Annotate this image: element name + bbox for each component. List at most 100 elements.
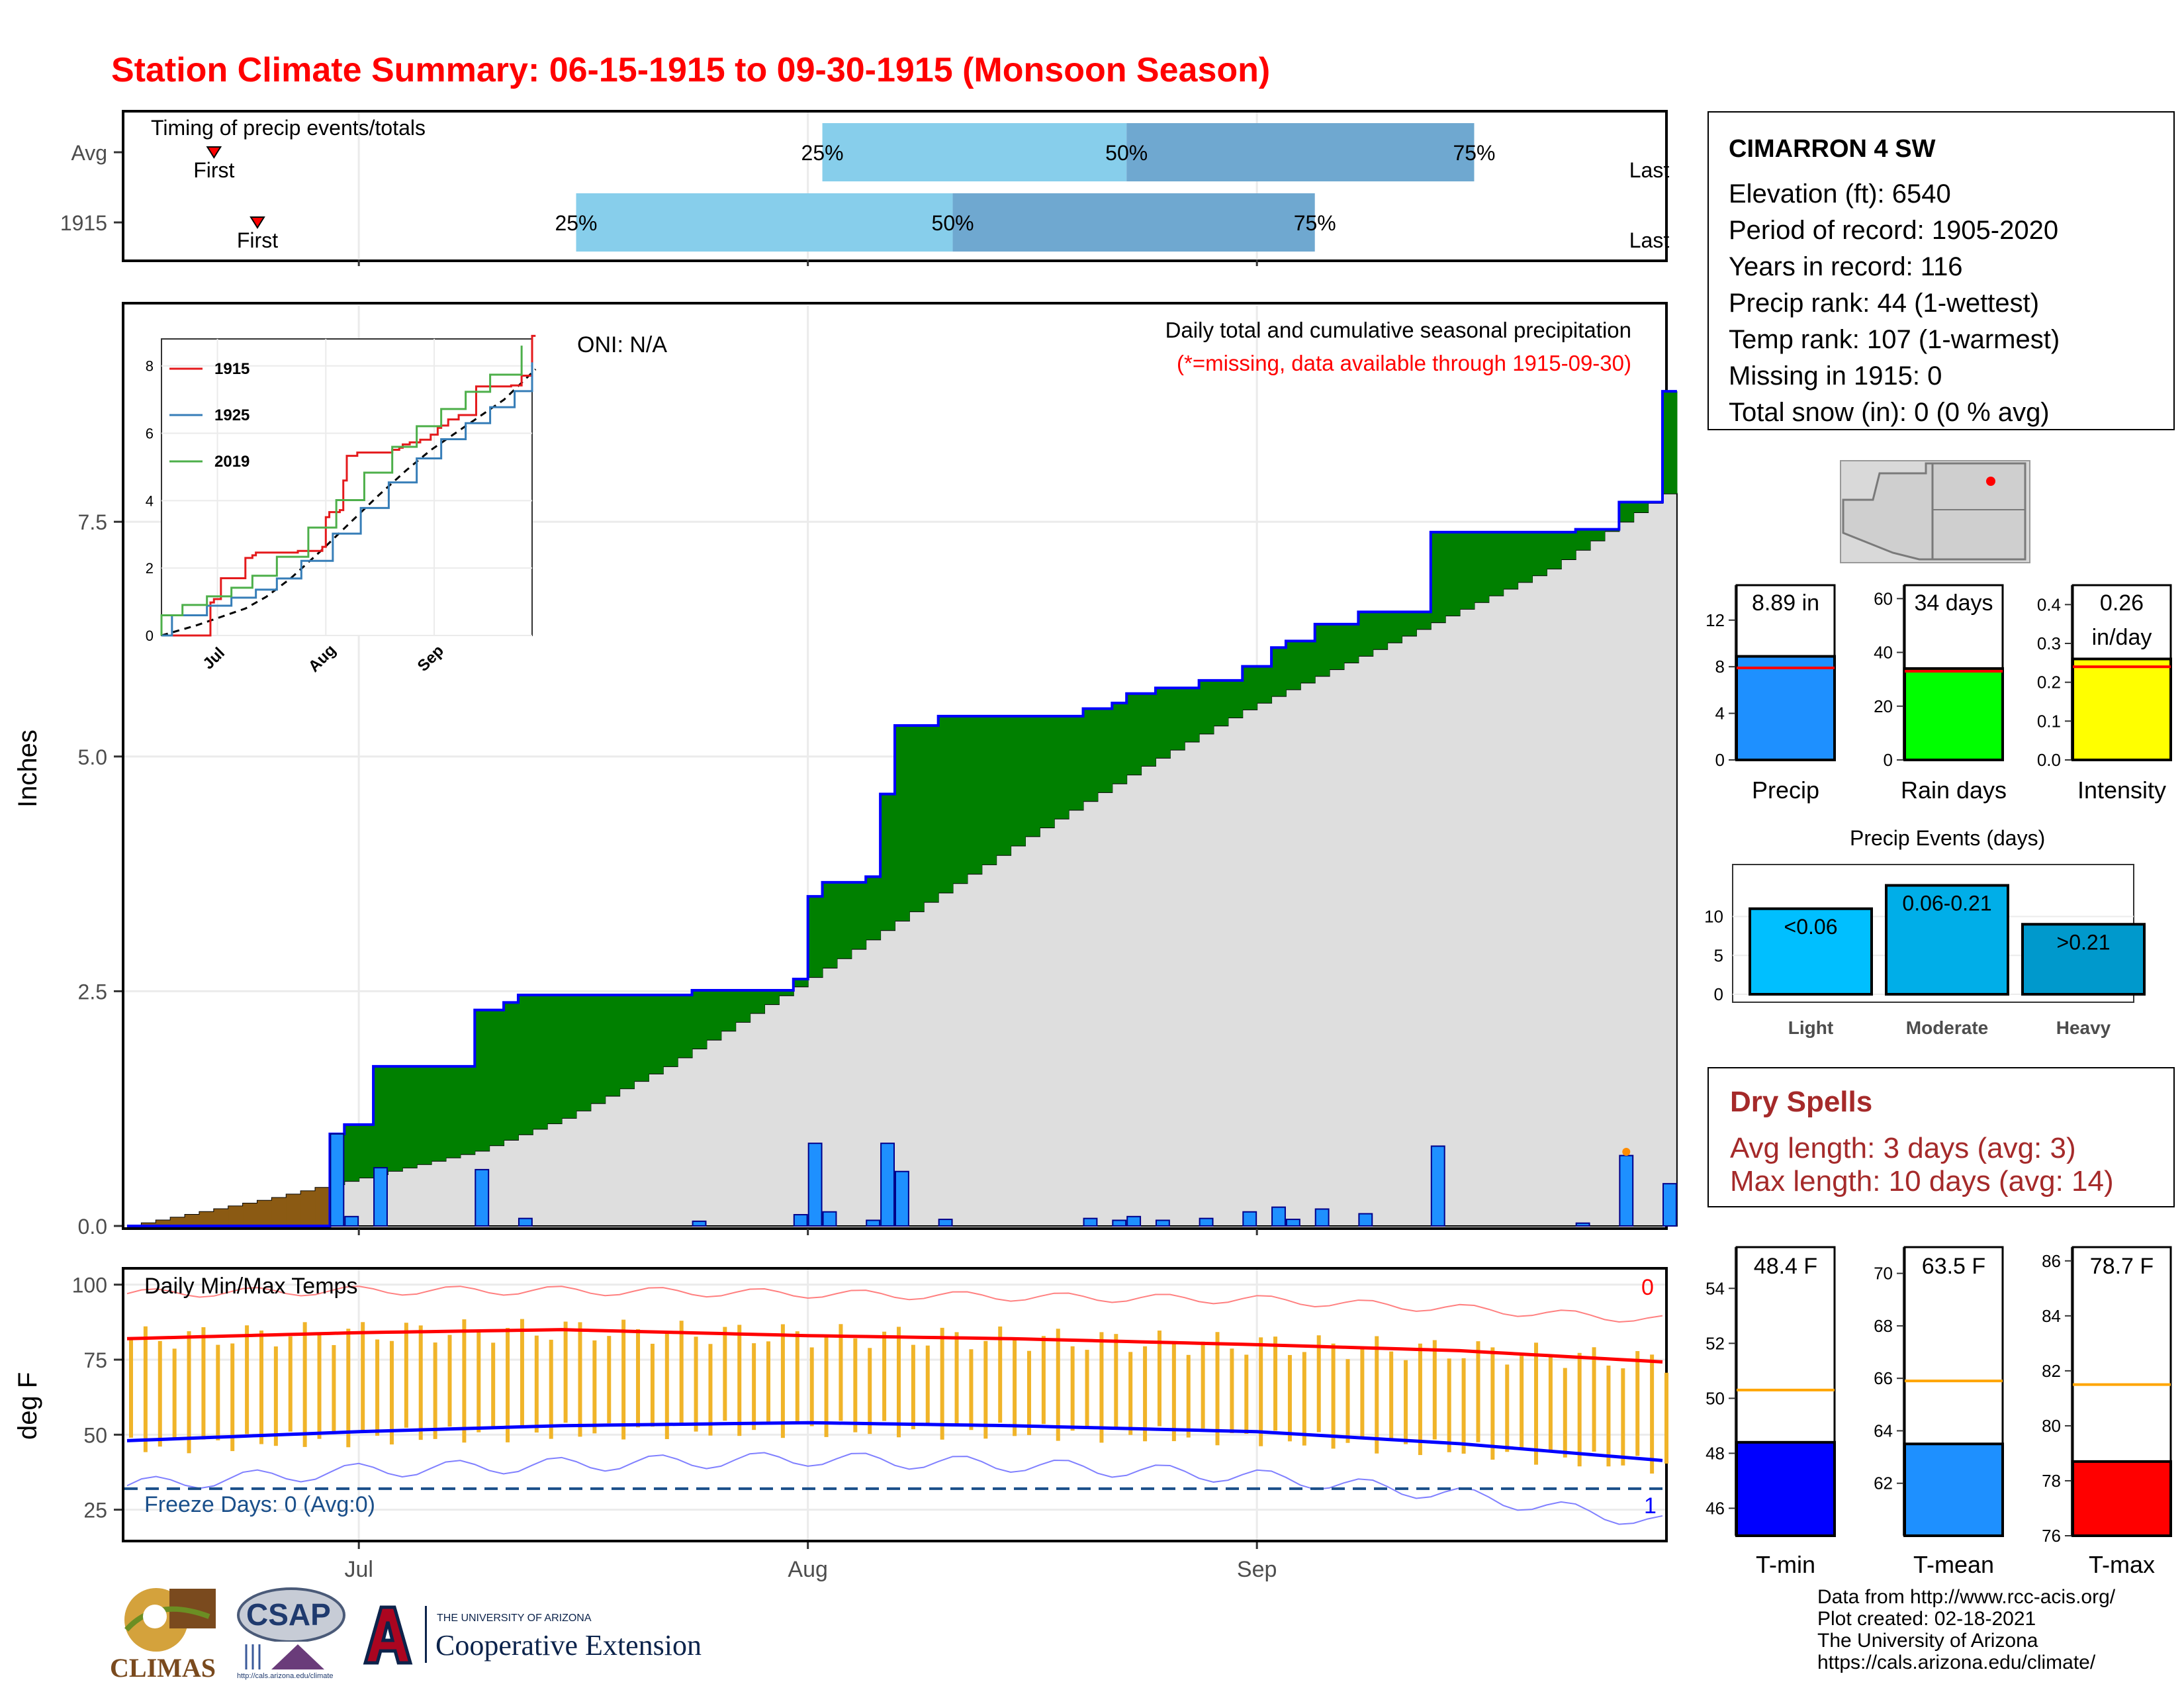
daily-precip-bar xyxy=(1112,1219,1127,1227)
timing-p25-label: 25% xyxy=(555,211,597,235)
ua-a-icon xyxy=(363,1605,413,1665)
deficit-fill xyxy=(199,1211,214,1226)
timing-heading: Timing of precip events/totals xyxy=(151,116,426,140)
daily-temp-range-bar xyxy=(375,1339,380,1436)
daily-temp-range-bar xyxy=(1026,1350,1031,1435)
daily-temp-range-bar xyxy=(780,1324,785,1438)
precip-caption: Daily total and cumulative seasonal prec… xyxy=(1165,318,1631,342)
daily-temp-range-bar xyxy=(1273,1336,1278,1431)
minibar-y-tick-label: 0.3 xyxy=(2037,633,2061,653)
minibar-y-tick-label: 0 xyxy=(1715,750,1725,770)
daily-temp-range-bar xyxy=(1041,1336,1046,1425)
surplus-fill xyxy=(1662,391,1678,494)
csap-url: http://cals.arizona.edu/climate xyxy=(237,1672,334,1680)
daily-temp-range-bar xyxy=(288,1336,293,1432)
daily-precip-bar xyxy=(895,1170,909,1227)
surplus-fill xyxy=(619,995,635,1089)
surplus-fill xyxy=(880,794,895,931)
minibar-value: in/day xyxy=(2092,625,2152,650)
precip-caption-missing: (*=missing, data available through 1915-… xyxy=(1176,351,1631,375)
daily-temp-range-bar xyxy=(216,1344,220,1440)
surplus-fill xyxy=(1546,532,1562,569)
daily-temp-range-bar xyxy=(346,1329,351,1448)
month-label: Sep xyxy=(1237,1557,1277,1582)
precip-y-tick-label: 2.5 xyxy=(78,980,107,1004)
daily-temp-range-bar xyxy=(1563,1368,1567,1458)
inset-x-tick-label: Jul xyxy=(199,644,228,673)
surplus-fill xyxy=(837,882,852,959)
timing-p75-label: 75% xyxy=(1294,211,1336,235)
minibar-label: Intensity xyxy=(2077,776,2166,804)
daily-precip-bar xyxy=(1314,1208,1330,1227)
daily-temp-range-bar xyxy=(1577,1352,1582,1467)
daily-temp-range-bar xyxy=(664,1331,669,1440)
daily-temp-range-bar xyxy=(230,1343,235,1452)
daily-temp-range-bar xyxy=(708,1344,713,1436)
record-max-line xyxy=(126,1286,1663,1323)
temp-top-count: 0 xyxy=(1641,1275,1654,1300)
temp-y-tick-label: 75 xyxy=(83,1348,107,1372)
surplus-fill xyxy=(1590,529,1606,541)
daily-temp-range-bar xyxy=(1215,1332,1220,1446)
surplus-fill xyxy=(1416,612,1432,630)
station-period: Period of record: 1905-2020 xyxy=(1729,216,2059,245)
surplus-fill xyxy=(1343,624,1359,663)
minibar-y-tick-label: 60 xyxy=(1874,588,1893,608)
surplus-fill xyxy=(1300,641,1316,683)
daily-temp-range-bar xyxy=(1171,1340,1176,1442)
month-label: Jul xyxy=(344,1557,373,1582)
events-bar-moderate xyxy=(1885,884,2009,996)
surplus-fill xyxy=(851,882,866,949)
station-years: Years in record: 116 xyxy=(1729,252,1963,281)
events-title: Precip Events (days) xyxy=(1850,826,2046,850)
daily-temp-range-bar xyxy=(1143,1346,1148,1442)
surplus-fill xyxy=(1126,693,1142,775)
inset-y-tick-label: 0 xyxy=(146,628,154,644)
daily-temp-range-bar xyxy=(1432,1340,1437,1440)
daily-temp-range-bar xyxy=(201,1327,206,1440)
daily-temp-range-bar xyxy=(563,1321,568,1423)
surplus-fill xyxy=(489,1009,504,1146)
daily-temp-range-bar xyxy=(1490,1347,1495,1460)
surplus-fill xyxy=(735,990,751,1022)
station-elevation: Elevation (ft): 6540 xyxy=(1729,179,1951,209)
inset-legend-label: 1915 xyxy=(214,360,250,378)
surplus-fill xyxy=(895,726,910,921)
minibar-y-tick-label: 0.0 xyxy=(2037,750,2061,770)
surplus-fill xyxy=(1169,688,1185,750)
surplus-fill xyxy=(938,716,954,893)
tempbar-y-tick-label: 66 xyxy=(1874,1368,1893,1388)
surplus-fill xyxy=(1633,502,1649,513)
surplus-fill xyxy=(778,990,794,996)
minibar-y-tick-label: 0 xyxy=(1884,750,1893,770)
tempbar-y-tick-label: 82 xyxy=(2042,1361,2061,1381)
temp-y-label: deg F xyxy=(13,1372,42,1440)
minibar-y-tick-label: 0.4 xyxy=(2037,594,2061,614)
events-chart: 0 5 10 <0.06 Light 0.06-0.21 Moderate >0.21 Heav… xyxy=(1704,864,2146,1038)
tempbar-y-tick-label: 64 xyxy=(1874,1421,1893,1440)
temp-bars: 46 48 50 52 54 48.4 F T-min 62 64 66 68 70 63.5 F T-m… xyxy=(1706,1246,2172,1578)
daily-temp-range-bar xyxy=(506,1328,510,1442)
tempbar-y-tick-label: 78 xyxy=(2042,1471,2061,1491)
station-temp-rank: Temp rank: 107 (1-warmest) xyxy=(1729,325,2060,354)
events-bar-label: Heavy xyxy=(2056,1017,2111,1038)
daily-temp-range-bar xyxy=(1592,1347,1596,1452)
daily-temp-range-bar xyxy=(1186,1354,1191,1438)
surplus-fill xyxy=(967,716,982,874)
surplus-fill xyxy=(1619,502,1634,522)
minibar-intensity xyxy=(2071,657,2172,762)
surplus-fill xyxy=(1532,532,1547,576)
surplus-fill xyxy=(1561,532,1576,559)
avg-min-line xyxy=(126,1421,1663,1462)
surplus-fill xyxy=(445,1066,461,1158)
daily-temp-range-bar xyxy=(418,1325,423,1440)
tempbar-t-max xyxy=(2071,1460,2172,1537)
surplus-fill xyxy=(460,1066,475,1154)
tempbar-label: T-mean xyxy=(1913,1551,1994,1578)
ua-logo: THE UNIVERSITY OF ARIZONA Cooperative Ex… xyxy=(361,1602,745,1675)
surplus-fill xyxy=(1445,532,1461,616)
daily-temp-range-bar xyxy=(998,1326,1003,1423)
daily-temp-range-bar xyxy=(1505,1364,1510,1452)
daily-precip-bar xyxy=(938,1219,953,1227)
surplus-fill xyxy=(387,1066,403,1171)
